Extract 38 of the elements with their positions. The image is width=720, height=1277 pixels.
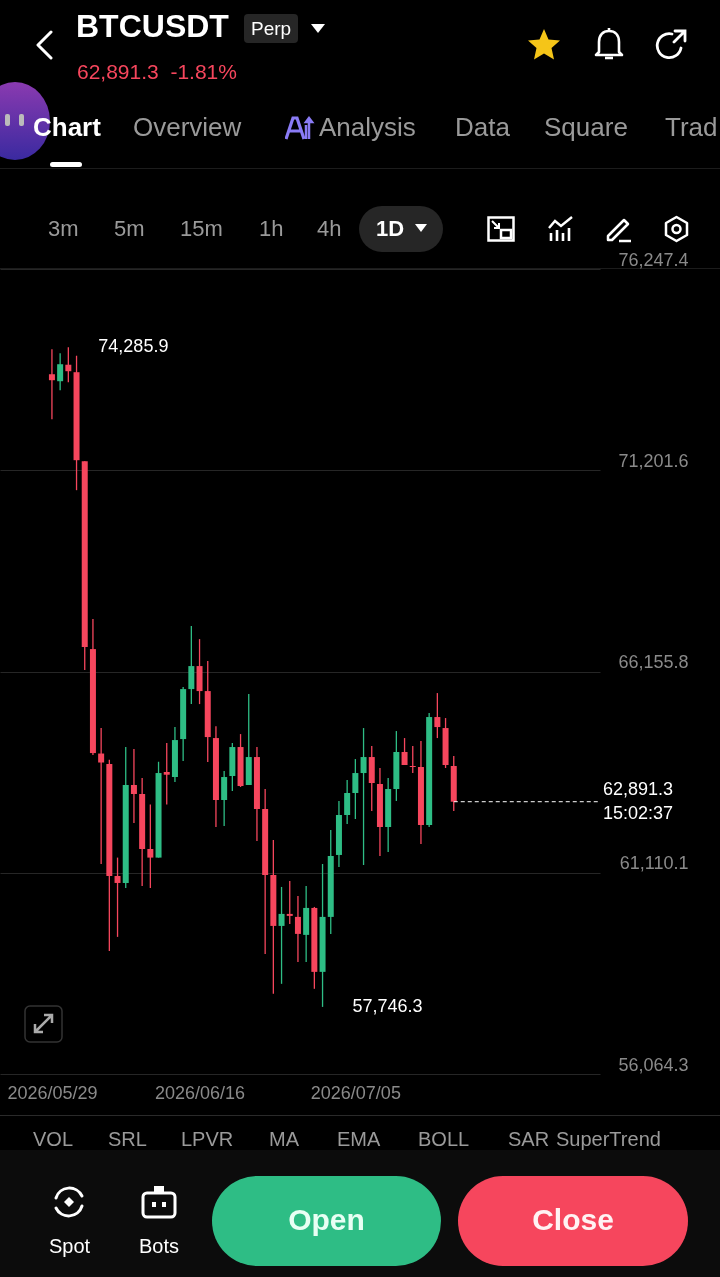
y-tick-label: 56,064.3 xyxy=(618,1054,689,1075)
text: 15m xyxy=(180,216,223,241)
y-tick-label: 71,201.6 xyxy=(618,450,689,471)
text: Close xyxy=(531,1203,615,1236)
ref-line-label: 62,891.3 xyxy=(602,778,674,799)
x-tick-label: 2026/06/16 xyxy=(155,1082,246,1103)
text: 1D xyxy=(376,216,405,241)
y-tick-label: 76,247.4 xyxy=(618,249,689,270)
text: MA xyxy=(269,1128,299,1150)
text: Square xyxy=(544,112,628,142)
annotation: 74,285.9 xyxy=(98,336,169,357)
text: 4h xyxy=(317,216,342,241)
annotation: 57,746.3 xyxy=(352,995,423,1016)
x-tick-label: 2026/05/29 xyxy=(7,1082,98,1103)
y-tick-label: 66,155.8 xyxy=(618,652,689,672)
text: 3m xyxy=(48,216,79,241)
text: BOLL xyxy=(418,1128,470,1150)
text: Perp xyxy=(244,14,299,43)
text: Overview xyxy=(133,112,242,142)
text: VOL xyxy=(33,1128,74,1150)
text: Bots xyxy=(139,1235,180,1257)
text: 15:02:37 xyxy=(602,802,674,823)
text: Trad xyxy=(665,112,718,142)
text: LPVR xyxy=(181,1128,234,1150)
text: 5m xyxy=(114,216,145,241)
text: Analysis xyxy=(319,112,416,142)
chart-title: BTCUSDT xyxy=(76,8,229,44)
y-tick-label: 61,110.1 xyxy=(619,853,689,874)
text: Spot xyxy=(49,1235,91,1257)
text: 1h xyxy=(259,216,284,241)
text: Open xyxy=(287,1203,366,1236)
text: Data xyxy=(455,112,510,142)
text: SRL xyxy=(108,1128,147,1150)
text: EMA xyxy=(337,1128,381,1150)
chart-subtitle: 62,891.3 -1.81% xyxy=(77,60,237,83)
text: SAR xyxy=(508,1128,550,1150)
x-tick-label: 2026/07/05 xyxy=(310,1082,401,1103)
text: SuperTrend xyxy=(556,1128,661,1150)
